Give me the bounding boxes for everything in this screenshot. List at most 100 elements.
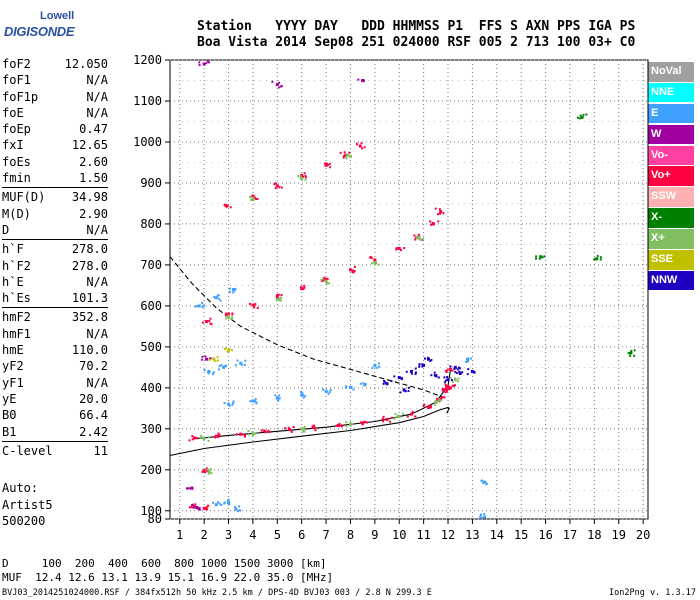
param-row: foF1 N/A [2, 72, 108, 88]
param-name: h`Es [2, 291, 31, 306]
echo-point [248, 302, 251, 305]
echo-point [278, 86, 281, 89]
echo-point [214, 503, 217, 506]
echo-point [299, 175, 302, 178]
echo-point [369, 256, 372, 259]
echo-point [313, 424, 316, 427]
param-value: 12.050 [64, 57, 108, 71]
echo-point [441, 396, 444, 399]
echo-point [238, 509, 241, 512]
echo-point [232, 400, 235, 403]
echo-point [227, 402, 231, 406]
echo-point [225, 205, 228, 208]
echo-point [220, 364, 223, 367]
echo-point [397, 247, 401, 251]
echo-point [439, 212, 442, 215]
echo-point [345, 156, 348, 159]
param-value: 34.98 [71, 190, 108, 205]
echo-point [224, 347, 227, 350]
panel-separator [2, 440, 108, 442]
x-tick-label: 4 [249, 528, 256, 542]
echo-point [254, 197, 257, 200]
echo-point [445, 388, 448, 391]
echo-point [254, 432, 257, 435]
echo-point [439, 210, 443, 214]
echo-point [252, 199, 255, 202]
echo-point [345, 425, 348, 428]
param-row: h`F 278.0 [2, 241, 108, 257]
echo-point [335, 424, 338, 427]
echo-point [633, 349, 636, 352]
echo-point [467, 360, 470, 363]
param-name: hmE [2, 343, 24, 358]
echo-point [377, 362, 380, 365]
echo-point [322, 277, 325, 280]
echo-point [232, 401, 235, 404]
echo-point [414, 372, 417, 375]
echo-point [322, 388, 325, 391]
echo-point [470, 369, 474, 373]
echo-point [225, 317, 228, 320]
echo-point [223, 348, 226, 351]
x-tick-label: 10 [392, 528, 406, 542]
legend-item: SSW [648, 187, 694, 207]
echo-point [579, 117, 582, 120]
legend-item: Vo+ [648, 166, 694, 186]
param-row: h`E N/A [2, 274, 108, 290]
echo-point [218, 364, 221, 367]
echo-point [217, 435, 220, 438]
echo-point [433, 374, 436, 377]
echo-point [485, 483, 488, 486]
echo-point [461, 371, 464, 374]
echo-point [576, 116, 579, 119]
echo-point [207, 371, 210, 374]
param-value: N/A [86, 274, 108, 289]
echo-point [251, 399, 255, 403]
echo-point [200, 434, 203, 437]
echo-point [251, 303, 255, 307]
echo-point [448, 386, 452, 390]
legend-item: E [648, 103, 694, 124]
echo-point [276, 296, 279, 299]
param-name: fxI [2, 138, 24, 153]
echo-point [254, 398, 257, 401]
echo-point [201, 306, 204, 309]
echo-point [449, 365, 452, 368]
param-value: 11 [93, 443, 108, 458]
echo-point [457, 366, 460, 369]
echo-point [374, 261, 377, 264]
echo-point [250, 199, 253, 202]
echo-point [437, 376, 440, 379]
legend-item: NNE [648, 82, 694, 103]
echo-point [395, 248, 398, 251]
echo-point [352, 269, 355, 272]
echo-point [418, 363, 421, 366]
echo-point [417, 235, 420, 238]
echo-point [443, 396, 446, 399]
echo-point [207, 468, 210, 471]
echo-point [300, 393, 304, 397]
echo-point [273, 183, 276, 186]
echo-point [300, 390, 303, 393]
logo-lowell: Lowell [40, 10, 75, 22]
echo-point [345, 385, 348, 388]
param-name: M(D) [2, 206, 31, 221]
echo-point [209, 317, 212, 320]
x-tick-label: 6 [298, 528, 305, 542]
echo-point [277, 399, 280, 402]
echo-point [263, 429, 266, 432]
echo-point [422, 405, 425, 408]
y-tick-label: 900 [140, 176, 162, 190]
echo-point [280, 294, 283, 297]
param-value: N/A [86, 105, 108, 120]
echo-point [434, 207, 437, 210]
echo-point [395, 416, 398, 419]
echo-point [437, 398, 440, 401]
echo-point [311, 426, 314, 429]
echo-point [345, 421, 348, 424]
param-value: 66.4 [79, 408, 108, 423]
echo-point [218, 502, 221, 505]
echo-point [324, 163, 328, 167]
echo-point [361, 423, 364, 426]
